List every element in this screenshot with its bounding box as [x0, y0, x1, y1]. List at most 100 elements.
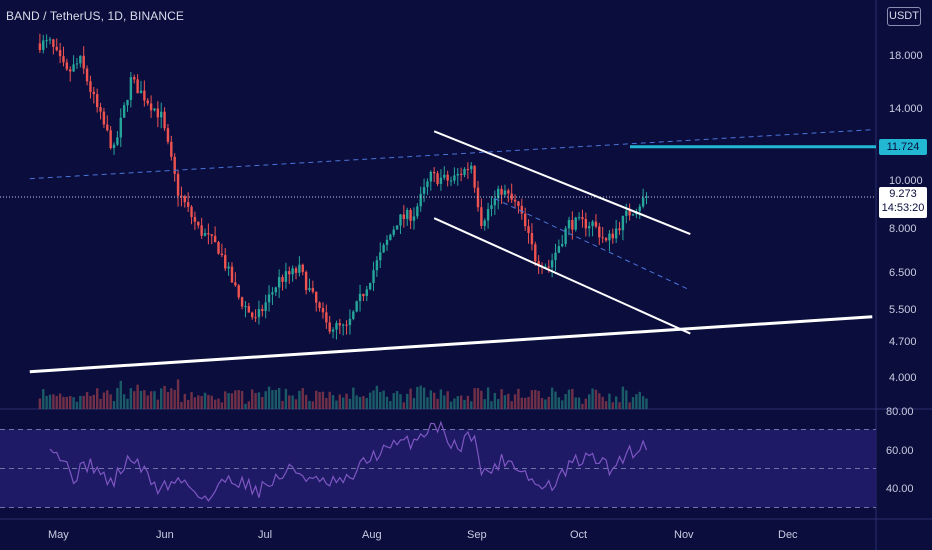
- candle-body: [163, 111, 166, 129]
- volume-bar: [611, 402, 614, 409]
- trendline-channel-upper: [433, 130, 691, 235]
- volume-bar: [591, 388, 594, 409]
- volume-bar: [146, 395, 149, 409]
- volume-bar: [436, 398, 439, 409]
- volume-bar: [220, 402, 224, 409]
- candle-body: [247, 306, 251, 313]
- candle-body: [588, 226, 591, 229]
- candle-body: [291, 268, 294, 275]
- volume-bar: [497, 399, 500, 409]
- volume-bar: [55, 396, 58, 409]
- candle-body: [224, 255, 227, 269]
- time-tick: Jul: [258, 529, 273, 541]
- volume-bar: [203, 392, 207, 409]
- volume-bar: [564, 394, 567, 409]
- candle-body: [200, 225, 203, 236]
- candle-body: [581, 217, 584, 220]
- volume-bar: [335, 400, 338, 409]
- volume-bar: [109, 394, 112, 409]
- candle-body: [82, 55, 85, 69]
- time-tick: Sep: [467, 529, 487, 541]
- volume-bar: [129, 388, 133, 409]
- currency-badge[interactable]: USDT: [887, 7, 921, 26]
- volume-bar: [75, 401, 79, 409]
- candle-body: [294, 268, 298, 273]
- volume-bar: [517, 388, 520, 409]
- volume-bar: [449, 401, 453, 409]
- candle-body: [176, 173, 180, 196]
- volume-bar: [429, 390, 433, 409]
- candle-body: [554, 252, 557, 261]
- volume-bar: [348, 398, 352, 409]
- candle-body: [267, 294, 271, 303]
- candle-body: [109, 130, 112, 148]
- candle-body: [577, 217, 581, 219]
- candle-body: [567, 220, 571, 229]
- volume-bar: [443, 395, 446, 409]
- volume-bar: [594, 389, 598, 409]
- volume-bar: [638, 391, 641, 409]
- candle-body: [186, 202, 190, 207]
- candle-body: [298, 264, 301, 273]
- volume-bar: [419, 385, 422, 409]
- candle-body: [584, 219, 588, 229]
- candle-body: [375, 260, 379, 271]
- volume-bar: [227, 393, 230, 409]
- volume-bar: [79, 395, 82, 409]
- volume-bar: [183, 393, 186, 409]
- volume-bar: [581, 403, 584, 409]
- rsi-tick: 40.00: [886, 483, 914, 495]
- candle-body: [564, 228, 567, 244]
- candle-body: [173, 156, 176, 174]
- volume-bar: [82, 395, 85, 409]
- candle-body: [170, 141, 173, 157]
- volume-bar: [180, 401, 183, 409]
- volume-bar: [406, 393, 409, 409]
- volume-bar: [62, 396, 65, 409]
- volume-bar: [163, 385, 166, 409]
- time-tick: Nov: [674, 529, 694, 541]
- volume-bar: [486, 387, 490, 409]
- candle-body: [48, 39, 52, 41]
- volume-bar: [102, 392, 106, 409]
- volume-bar: [190, 392, 193, 409]
- volume-bar: [604, 401, 608, 409]
- volume-bar: [618, 402, 621, 409]
- volume-bar: [173, 389, 176, 409]
- volume-bar: [237, 390, 240, 409]
- volume-bar: [554, 391, 557, 409]
- candle-body: [426, 181, 429, 188]
- time-tick: Aug: [362, 529, 382, 541]
- candle-body: [277, 277, 281, 288]
- volume-bar: [507, 393, 510, 409]
- volume-bar: [490, 401, 493, 409]
- candle-body: [608, 233, 611, 241]
- time-tick: Oct: [570, 529, 588, 541]
- candle-body: [547, 266, 550, 268]
- volume-bar: [271, 390, 274, 409]
- volume-bar: [193, 397, 197, 409]
- volume-bar: [321, 391, 325, 409]
- candle-body: [112, 144, 116, 148]
- candle-body: [571, 220, 574, 230]
- volume-bar: [318, 392, 321, 409]
- candle-body: [385, 239, 389, 245]
- volume-bar: [473, 388, 476, 409]
- candle-body: [537, 261, 540, 266]
- candle-body: [449, 180, 453, 182]
- volume-bar: [42, 389, 45, 409]
- candle-body: [160, 111, 163, 118]
- candle-body: [432, 171, 436, 174]
- candle-body: [55, 46, 58, 51]
- candle-body: [213, 235, 217, 243]
- candle-body: [348, 318, 352, 326]
- chart-title: BAND / TetherUS, 1D, BINANCE: [6, 9, 184, 23]
- volume-bar: [325, 398, 328, 409]
- volume-bar: [257, 392, 261, 409]
- candle-body: [638, 206, 641, 212]
- candle-body: [274, 287, 277, 293]
- volume-bar: [52, 394, 55, 409]
- volume-bar: [446, 391, 449, 409]
- candle-body: [557, 246, 561, 253]
